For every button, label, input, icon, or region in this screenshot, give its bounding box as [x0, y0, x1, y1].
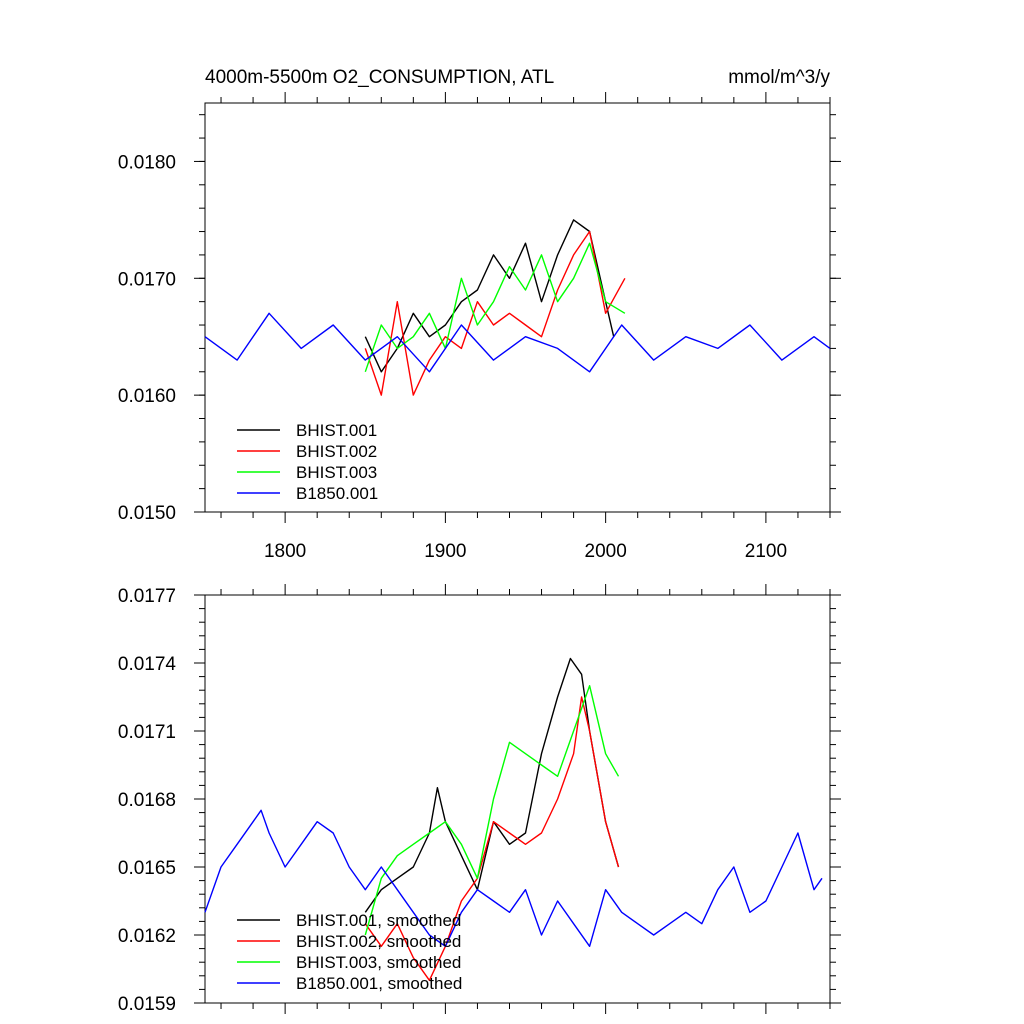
bottom-y-tick-label: 0.0165 [118, 858, 176, 879]
bottom-y-tick-label: 0.0168 [118, 790, 176, 811]
top-x-tick-label: 1800 [264, 541, 306, 562]
top-legend-label: BHIST.003 [296, 463, 377, 482]
bottom-series-line-4 [204, 809, 823, 947]
top-series-line-4 [204, 312, 831, 373]
top-series-line-2 [364, 230, 626, 396]
top-x-tick-label: 2000 [585, 541, 627, 562]
top-chart-title: 4000m-5500m O2_CONSUMPTION, ATL [205, 67, 554, 88]
top-x-tick-label: 2100 [745, 541, 787, 562]
top-chart-units: mmol/m^3/y [728, 67, 830, 88]
top-plot-frame [204, 102, 831, 513]
top-series-line-1 [364, 219, 615, 373]
top-y-tick-label: 0.0150 [118, 503, 176, 524]
top-legend-label: B1850.001 [296, 484, 378, 503]
top-panel: 4000m-5500m O2_CONSUMPTION, ATL mmol/m^3… [118, 67, 841, 562]
top-legend-label: BHIST.002 [296, 442, 377, 461]
bottom-y-tick-label: 0.0162 [118, 926, 176, 947]
bottom-series-line-3 [364, 685, 620, 936]
top-series-line-3 [364, 242, 626, 373]
top-y-tick-label: 0.0170 [118, 269, 176, 290]
bottom-panel: 0.0159 0.0162 0.0165 0.0168 0.0171 0.0174 0.01… [118, 584, 841, 1015]
top-x-tick-label: 1900 [424, 541, 466, 562]
bottom-y-tick-label: 0.0174 [118, 654, 177, 675]
bottom-legend-label: BHIST.001, smoothed [296, 911, 461, 930]
bottom-legend-label: BHIST.002, smoothed [296, 932, 461, 951]
top-y-tick-label: 0.0160 [118, 386, 176, 407]
top-legend-label: BHIST.001 [296, 421, 377, 440]
bottom-y-tick-label: 0.0171 [118, 722, 176, 743]
top-y-tick-label: 0.0180 [118, 152, 176, 173]
bottom-y-tick-label: 0.0159 [118, 994, 176, 1015]
bottom-y-tick-label: 0.0177 [118, 586, 176, 607]
bottom-legend-label: BHIST.003, smoothed [296, 953, 461, 972]
bottom-series-line-1 [364, 657, 620, 913]
bottom-legend-label: B1850.001, smoothed [296, 974, 462, 993]
